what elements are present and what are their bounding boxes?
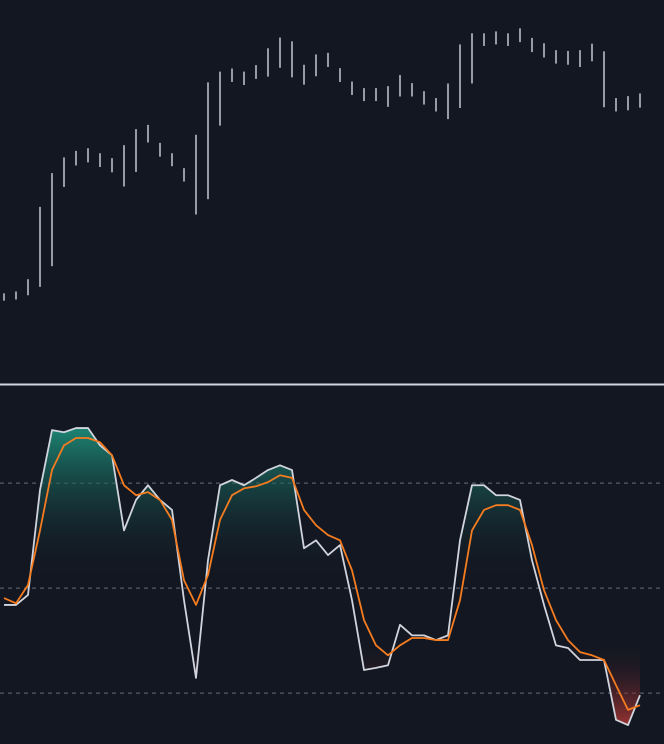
oscillator-pane — [0, 427, 664, 727]
oscillator-line — [3, 437, 641, 711]
oscillator-fill — [4, 428, 640, 726]
price-pane — [3, 28, 641, 301]
